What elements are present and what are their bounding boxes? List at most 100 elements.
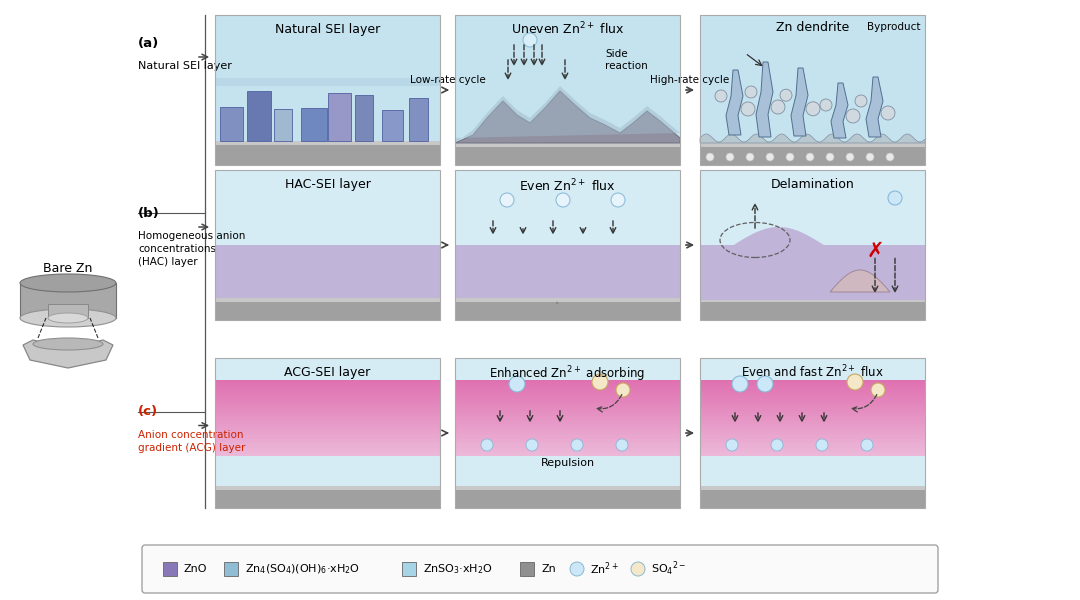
- Bar: [700, 400, 924, 403]
- Circle shape: [706, 153, 714, 161]
- Bar: [215, 449, 440, 452]
- Bar: [215, 407, 440, 410]
- Bar: [700, 428, 924, 431]
- Text: ·: ·: [554, 295, 561, 314]
- Bar: [455, 439, 680, 442]
- Bar: [455, 145, 680, 165]
- Bar: [455, 437, 680, 440]
- Bar: [215, 430, 440, 433]
- Polygon shape: [866, 77, 883, 137]
- Bar: [700, 415, 924, 418]
- Circle shape: [870, 383, 885, 397]
- Bar: [215, 437, 440, 440]
- Ellipse shape: [33, 338, 103, 350]
- Text: High-rate cycle: High-rate cycle: [650, 75, 730, 85]
- Bar: [328, 93, 351, 141]
- Text: Uneven Zn$^{2+}$ flux: Uneven Zn$^{2+}$ flux: [511, 21, 624, 38]
- Bar: [215, 419, 440, 422]
- Bar: [215, 391, 440, 394]
- Bar: [455, 422, 680, 425]
- Bar: [455, 400, 680, 403]
- Circle shape: [855, 95, 867, 107]
- Bar: [215, 428, 440, 431]
- Bar: [215, 358, 440, 508]
- Bar: [215, 417, 440, 420]
- Bar: [455, 417, 680, 420]
- Bar: [455, 389, 680, 392]
- Bar: [700, 447, 924, 450]
- Bar: [700, 430, 924, 433]
- Circle shape: [766, 153, 774, 161]
- Text: ACG-SEI layer: ACG-SEI layer: [284, 366, 370, 379]
- Circle shape: [523, 33, 537, 47]
- Bar: [220, 107, 243, 141]
- Bar: [274, 109, 292, 141]
- Bar: [215, 389, 440, 392]
- Bar: [455, 412, 680, 414]
- Bar: [215, 442, 440, 444]
- Circle shape: [592, 374, 608, 390]
- Circle shape: [861, 439, 873, 451]
- Bar: [700, 300, 924, 320]
- Bar: [700, 358, 924, 508]
- Bar: [215, 409, 440, 412]
- FancyBboxPatch shape: [141, 545, 939, 593]
- Bar: [215, 445, 440, 448]
- Bar: [700, 170, 924, 320]
- Bar: [215, 170, 440, 320]
- Text: (b): (b): [138, 206, 160, 220]
- Bar: [700, 387, 924, 390]
- Bar: [455, 245, 680, 320]
- Bar: [700, 409, 924, 412]
- Bar: [700, 391, 924, 394]
- Bar: [700, 437, 924, 440]
- Bar: [355, 95, 373, 141]
- Bar: [455, 409, 680, 412]
- Bar: [215, 486, 440, 490]
- Bar: [455, 425, 680, 427]
- Text: (c): (c): [138, 405, 158, 418]
- Bar: [700, 170, 924, 320]
- Bar: [700, 392, 924, 395]
- Circle shape: [866, 153, 874, 161]
- Text: (a): (a): [138, 37, 159, 49]
- Bar: [215, 406, 440, 409]
- Circle shape: [732, 376, 748, 392]
- Bar: [215, 436, 440, 439]
- Bar: [455, 300, 680, 320]
- Bar: [215, 141, 440, 145]
- Ellipse shape: [48, 313, 87, 323]
- Bar: [700, 432, 924, 435]
- Circle shape: [826, 153, 834, 161]
- Bar: [455, 143, 680, 147]
- Bar: [700, 245, 924, 320]
- Bar: [455, 443, 680, 446]
- Bar: [215, 245, 440, 320]
- Bar: [455, 391, 680, 394]
- Circle shape: [806, 153, 814, 161]
- Circle shape: [757, 376, 773, 392]
- Bar: [215, 488, 440, 508]
- Bar: [455, 406, 680, 409]
- Bar: [455, 421, 680, 424]
- Text: Bare Zn: Bare Zn: [43, 262, 93, 275]
- Text: ZnSO$_3$·xH$_2$O: ZnSO$_3$·xH$_2$O: [423, 562, 492, 576]
- Circle shape: [741, 102, 755, 116]
- Bar: [700, 427, 924, 429]
- Circle shape: [806, 102, 820, 116]
- Bar: [700, 407, 924, 410]
- Bar: [455, 488, 680, 508]
- Circle shape: [571, 439, 583, 451]
- Bar: [224, 562, 238, 576]
- Bar: [215, 387, 440, 390]
- Circle shape: [846, 109, 860, 123]
- Polygon shape: [726, 70, 743, 135]
- Bar: [455, 430, 680, 433]
- Bar: [455, 407, 680, 410]
- Bar: [700, 451, 924, 454]
- Bar: [700, 402, 924, 405]
- Circle shape: [816, 439, 828, 451]
- Bar: [700, 486, 924, 490]
- Bar: [215, 422, 440, 425]
- Bar: [455, 447, 680, 450]
